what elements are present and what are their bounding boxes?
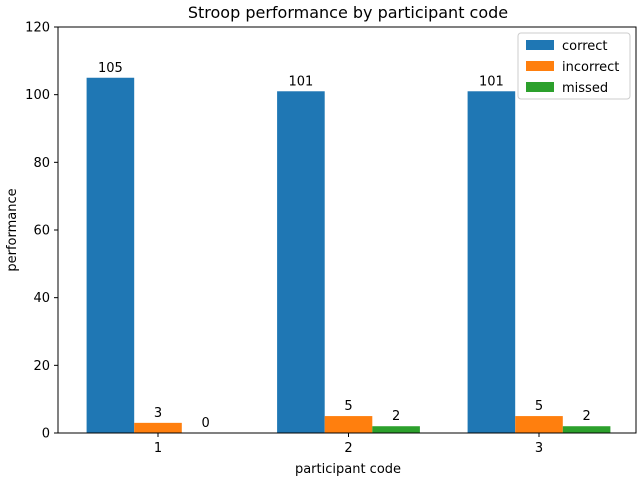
x-tick-label: 1 — [154, 441, 162, 456]
x-tick-label: 3 — [535, 441, 543, 456]
data-label-correct-3: 101 — [479, 74, 504, 89]
data-label-correct-2: 101 — [288, 74, 313, 89]
y-tick-label: 60 — [33, 224, 50, 239]
y-tick-label: 20 — [33, 359, 50, 374]
data-label-missed-2: 2 — [392, 409, 400, 424]
bar-incorrect-3 — [515, 416, 563, 433]
data-label-incorrect-2: 5 — [344, 399, 352, 414]
data-label-missed-1: 0 — [201, 416, 209, 431]
bar-correct-3 — [467, 91, 516, 433]
bar-missed-3 — [562, 426, 611, 433]
bar-incorrect-2 — [324, 416, 373, 433]
legend-label-missed: missed — [562, 81, 608, 96]
y-tick-label: 40 — [33, 291, 50, 306]
x-axis-label: participant code — [295, 462, 401, 477]
x-tick-label: 2 — [344, 441, 352, 456]
legend-label-incorrect: incorrect — [562, 60, 619, 75]
data-label-incorrect-1: 3 — [154, 406, 162, 421]
bar-incorrect-1 — [134, 422, 182, 433]
data-label-incorrect-3: 5 — [535, 399, 543, 414]
chart-title: Stroop performance by participant code — [188, 3, 508, 22]
legend-swatch-correct — [526, 40, 554, 50]
legend-label-correct: correct — [562, 39, 608, 54]
bar-correct-1 — [86, 77, 135, 433]
bar-correct-2 — [277, 91, 325, 433]
y-tick-label: 80 — [33, 156, 50, 171]
legend: correct incorrect missed — [517, 32, 631, 100]
y-axis-label: performance — [5, 188, 20, 271]
y-tick-label: 100 — [25, 88, 50, 103]
legend-swatch-missed — [526, 82, 554, 92]
y-tick-label: 120 — [25, 21, 50, 36]
y-tick-label: 0 — [42, 427, 50, 442]
data-label-correct-1: 105 — [98, 61, 123, 76]
legend-swatch-incorrect — [526, 61, 554, 71]
data-label-missed-3: 2 — [582, 409, 590, 424]
bar-missed-2 — [372, 426, 420, 433]
